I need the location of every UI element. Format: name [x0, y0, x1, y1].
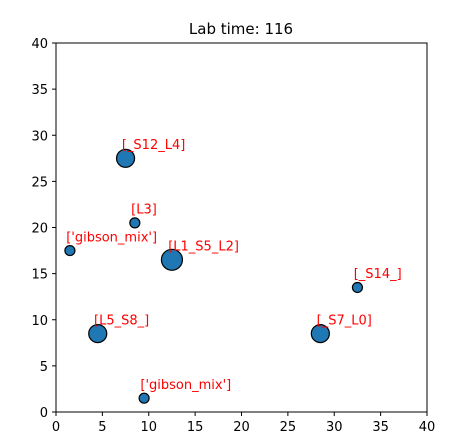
scatter-point — [310, 323, 330, 344]
x-tick-label: 40 — [419, 420, 436, 435]
x-tick-label: 35 — [372, 420, 389, 435]
point-label: ['gibson_mix'] — [66, 230, 157, 245]
scatter-point — [129, 217, 141, 229]
scatter-point — [351, 281, 364, 294]
x-tick-label: 10 — [140, 420, 157, 435]
y-tick-label: 5 — [40, 360, 48, 375]
y-tick-label: 30 — [31, 129, 48, 144]
x-tick-label: 30 — [326, 420, 343, 435]
y-tick-label: 35 — [31, 83, 48, 98]
x-tick-label: 5 — [98, 420, 106, 435]
scatter-point — [88, 323, 108, 344]
y-tick-label: 15 — [31, 268, 48, 283]
y-tick-label: 0 — [40, 406, 48, 421]
point-label: [_S7_L0] — [317, 313, 372, 328]
scatter-point — [115, 148, 136, 168]
scatter-point — [138, 392, 150, 404]
chart-title: Lab time: 116 — [189, 20, 293, 38]
scatter-point — [160, 248, 184, 271]
point-label: [_S12_L4] — [122, 138, 185, 153]
point-label: [L5_S8_] — [94, 313, 149, 328]
x-tick-label: 15 — [187, 420, 204, 435]
y-tick-label: 40 — [31, 37, 48, 52]
x-tick-label: 0 — [52, 420, 60, 435]
x-tick-label: 20 — [233, 420, 250, 435]
point-label: ['gibson_mix'] — [140, 378, 231, 393]
point-annotations: [_S12_L4] [L3] ['gibson_mix'] [L1_S5_L2] [_S… — [66, 138, 401, 393]
data-points — [64, 148, 364, 404]
point-label: [L1_S5_L2] — [168, 240, 239, 255]
plot-area-frame — [55, 42, 428, 413]
point-label: [L3] — [131, 203, 157, 218]
y-tick-label: 20 — [31, 222, 48, 237]
scatter-point — [64, 244, 76, 257]
y-tick-label: 25 — [31, 175, 48, 190]
point-label: [_S14_] — [354, 267, 402, 282]
x-tick-label: 25 — [280, 420, 297, 435]
axis-ticks: 0 5 10 15 20 25 30 35 40 0 5 10 15 20 25 30 35 40 — [31, 37, 435, 435]
y-tick-label: 10 — [31, 314, 48, 329]
